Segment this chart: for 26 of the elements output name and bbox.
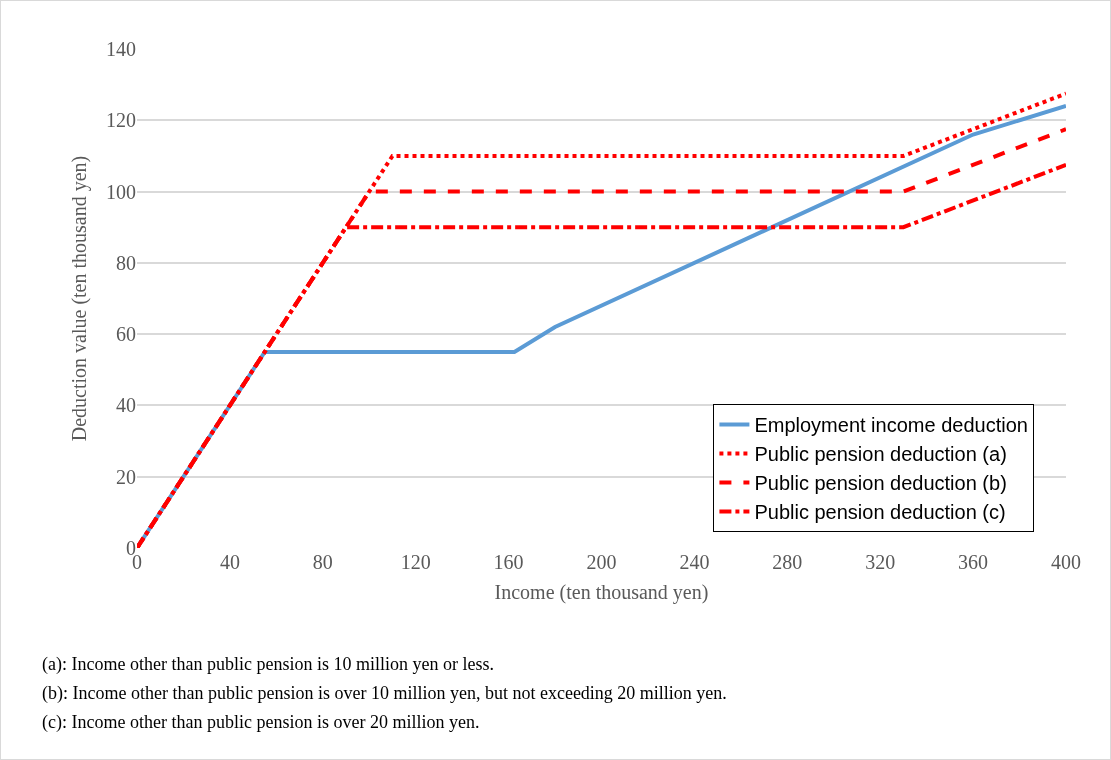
legend-label: Public pension deduction (b) [754, 472, 1007, 495]
y-tick-label: 40 [116, 394, 136, 417]
x-tick-label: 280 [772, 551, 803, 573]
y-tick-label: 60 [116, 323, 136, 346]
text: (a): Income other than public pension is 10 million yen or less. [42, 654, 494, 675]
text: (c): Income other than public pension is over 20 million yen. [42, 712, 480, 733]
legend-label: Employment income deduction [754, 414, 1028, 437]
y-tick-label: 140 [106, 38, 136, 60]
text: (b): Income other than public pension is over 10 million yen, but not exceeding 20 million yen. [42, 683, 727, 704]
legend-label: Public pension deduction (c) [754, 501, 1006, 524]
x-tick-label: 80 [312, 551, 333, 573]
y-tick-label: 20 [116, 465, 136, 488]
x-tick-label: 400 [1051, 551, 1081, 573]
x-tick-label: 160 [493, 551, 524, 573]
y-tick-label: 80 [116, 251, 136, 274]
x-tick-label: 200 [586, 551, 617, 573]
x-tick-label: 40 [219, 551, 240, 573]
x-tick-label: 120 [400, 551, 431, 573]
y-tick-label: 120 [106, 109, 136, 132]
x-tick-label: 360 [958, 551, 989, 573]
x-tick-label: 240 [679, 551, 710, 573]
y-axis-title: Deduction value (ten thousand yen) [67, 155, 91, 442]
x-axis-title: Income (ten thousand yen) [494, 580, 709, 604]
legend-label: Public pension deduction (a) [754, 443, 1007, 466]
y-tick-label: 100 [106, 180, 136, 203]
x-tick-label: 320 [865, 551, 896, 573]
